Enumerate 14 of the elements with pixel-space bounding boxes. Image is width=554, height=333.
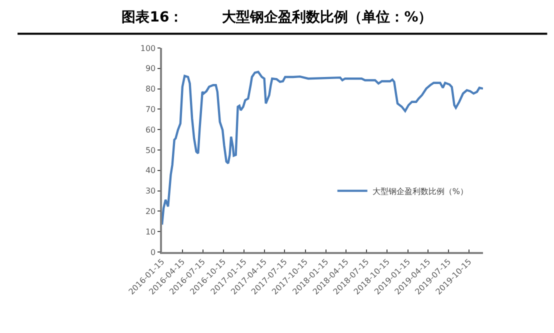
y-tick-label: 50 bbox=[145, 146, 156, 155]
y-tick-label: 70 bbox=[145, 105, 156, 114]
y-tick-label: 90 bbox=[145, 64, 156, 74]
y-tick-label: 60 bbox=[145, 125, 156, 134]
y-tick-label: 40 bbox=[145, 166, 156, 176]
legend-label: 大型钢企盈利数比例（%） bbox=[372, 186, 468, 196]
line-series bbox=[162, 70, 483, 226]
y-tick-label: 0 bbox=[150, 248, 156, 257]
chart-title: 图表16： 大型钢企盈利数比例（单位：%） bbox=[122, 9, 432, 26]
y-tick-label: 20 bbox=[145, 207, 156, 216]
y-tick-label: 30 bbox=[145, 186, 156, 196]
y-tick-label: 100 bbox=[140, 44, 156, 53]
y-tick-label: 10 bbox=[145, 227, 156, 236]
y-tick-label: 80 bbox=[145, 84, 156, 94]
